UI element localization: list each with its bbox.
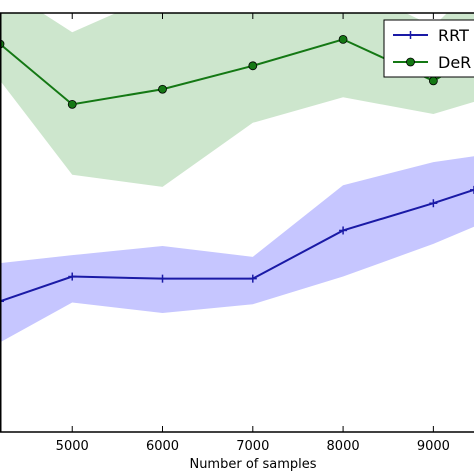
legend-rrt-marker bbox=[406, 31, 415, 39]
der-point bbox=[158, 84, 167, 94]
rrt-point bbox=[470, 185, 474, 194]
der-point bbox=[338, 34, 348, 44]
rrt-point bbox=[248, 274, 257, 283]
x-tick-label: 9000 bbox=[417, 439, 450, 454]
plot-frame bbox=[0, 12, 474, 433]
x-tick-label: 7000 bbox=[236, 439, 269, 454]
der-point bbox=[428, 76, 438, 86]
der-band bbox=[0, 13, 474, 187]
legend: RRT DeR bbox=[383, 19, 474, 78]
x-tick-label: 8000 bbox=[327, 439, 360, 454]
confidence-bands bbox=[0, 13, 474, 343]
x-tick-label: 6000 bbox=[146, 439, 179, 454]
der-point bbox=[248, 61, 258, 71]
legend-der-label: DeR bbox=[438, 53, 471, 72]
rrt-point bbox=[429, 199, 438, 208]
legend-rrt-label: RRT bbox=[438, 26, 469, 45]
x-axis-ticks: 5000 6000 7000 8000 9000 bbox=[56, 13, 450, 454]
rrt-band bbox=[0, 156, 474, 343]
x-tick-label: 5000 bbox=[56, 439, 89, 454]
rrt-point bbox=[339, 226, 348, 235]
rrt-point bbox=[158, 274, 167, 283]
der-point bbox=[67, 99, 77, 109]
x-axis-label: Number of samples bbox=[189, 457, 316, 472]
rrt-point bbox=[0, 297, 4, 306]
legend-der-marker bbox=[406, 57, 415, 67]
legend-box bbox=[383, 19, 474, 78]
rrt-point bbox=[68, 272, 77, 281]
series-markers bbox=[0, 34, 474, 306]
